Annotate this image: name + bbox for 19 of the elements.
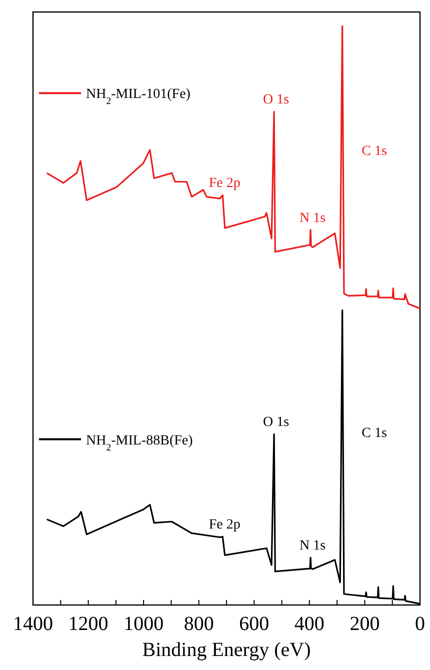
x-axis-title: Binding Energy (eV) — [142, 639, 311, 661]
annotation: C 1s — [362, 144, 387, 159]
x-tick-label: 600 — [239, 613, 270, 635]
legend-label: NH$_{2}$-MIL-101(Fe) — [86, 87, 191, 107]
annotation: C 1s — [362, 426, 387, 441]
legend-label: NH$_{2}$-MIL-88B(Fe) — [86, 433, 194, 453]
x-tick-label: 1200 — [68, 613, 108, 635]
x-tick-label: 1400 — [13, 613, 53, 635]
x-tick-label: 1000 — [124, 613, 164, 635]
annotation: Fe 2p — [208, 518, 240, 533]
annotation: O 1s — [263, 92, 290, 108]
annotation: O 1s — [263, 415, 290, 430]
x-tick-label: 200 — [350, 613, 380, 635]
x-tick-label: 400 — [294, 613, 324, 635]
annotation: N 1s — [300, 210, 326, 226]
annotation: N 1s — [300, 538, 326, 554]
x-tick-label: 0 — [415, 613, 425, 635]
x-tick-label: 800 — [184, 613, 214, 635]
annotation: Fe 2p — [208, 176, 240, 192]
